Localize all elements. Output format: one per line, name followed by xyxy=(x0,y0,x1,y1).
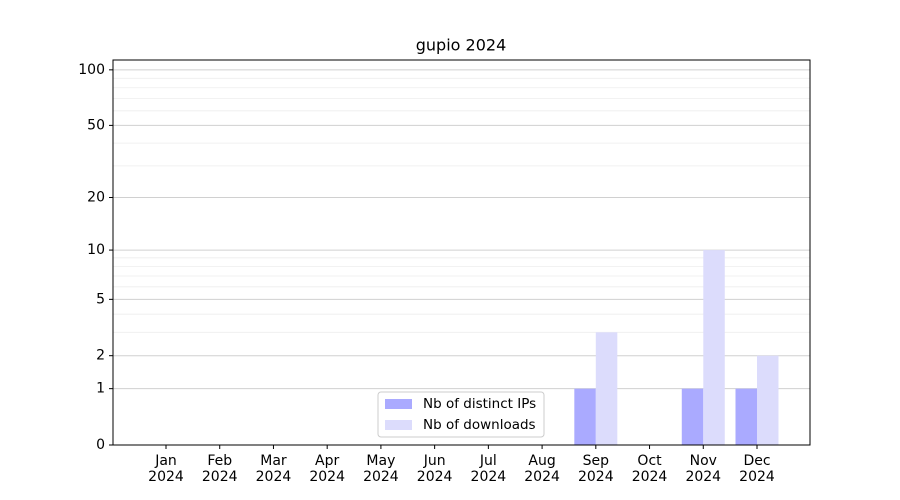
x-tick-label: Feb 2024 xyxy=(201,453,238,485)
y-tick-label: 2 xyxy=(96,348,105,364)
bar xyxy=(574,388,596,445)
bar xyxy=(757,355,779,445)
y-tick-label: 1 xyxy=(96,381,105,397)
x-tick-label: Apr 2024 xyxy=(309,453,345,485)
bar xyxy=(703,250,725,445)
x-tick-label: Oct 2024 xyxy=(631,453,668,485)
x-tick-label: Dec 2024 xyxy=(739,453,775,485)
y-tick-label: 0 xyxy=(96,437,105,453)
bar xyxy=(681,388,704,445)
x-tick-label: May 2024 xyxy=(363,453,399,485)
legend-swatch xyxy=(385,399,412,409)
bar xyxy=(735,388,757,445)
chart-title: gupio 2024 xyxy=(416,36,507,55)
plot-frame xyxy=(112,59,811,446)
legend-box xyxy=(377,391,545,438)
y-tick-label: 50 xyxy=(87,117,105,133)
x-tick-label: Aug 2024 xyxy=(524,453,560,485)
x-tick-label: Jun 2024 xyxy=(416,453,453,485)
y-tick-label: 100 xyxy=(78,62,105,78)
y-tick-label: 10 xyxy=(87,242,105,258)
x-tick-label: Jan 2024 xyxy=(148,453,184,485)
x-tick-label: Mar 2024 xyxy=(255,453,292,485)
y-tick-label: 20 xyxy=(87,190,105,206)
x-tick-label: Nov 2024 xyxy=(685,453,722,485)
legend-label: Nb of distinct IPs xyxy=(423,396,536,412)
legend-label: Nb of downloads xyxy=(423,417,536,433)
x-tick-label: Sep 2024 xyxy=(577,453,614,485)
y-tick-label: 5 xyxy=(96,291,105,307)
bar xyxy=(595,332,618,445)
legend-swatch xyxy=(385,420,412,430)
x-tick-label: Jul 2024 xyxy=(470,453,507,485)
